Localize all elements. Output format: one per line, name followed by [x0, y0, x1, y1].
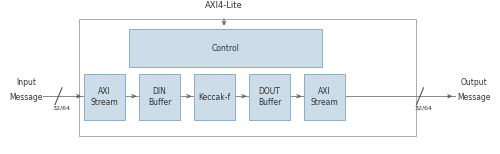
Text: AXI
Stream: AXI Stream — [310, 87, 338, 107]
Text: DIN
Buffer: DIN Buffer — [148, 87, 171, 107]
Text: AXI4-Lite: AXI4-Lite — [205, 1, 243, 10]
Bar — [139, 74, 180, 120]
Bar — [249, 74, 290, 120]
Bar — [84, 74, 125, 120]
Bar — [129, 29, 322, 67]
Text: 32/64: 32/64 — [414, 105, 432, 110]
Text: Keccak-f: Keccak-f — [198, 93, 230, 101]
Text: Output: Output — [460, 78, 487, 87]
Text: 32/64: 32/64 — [53, 105, 71, 110]
Text: Message: Message — [457, 93, 491, 102]
Text: Input: Input — [16, 78, 36, 87]
Text: Message: Message — [9, 93, 43, 102]
Bar — [79, 19, 416, 136]
Text: AXI
Stream: AXI Stream — [90, 87, 118, 107]
Text: Control: Control — [212, 44, 239, 53]
Bar — [304, 74, 345, 120]
Text: DOUT
Buffer: DOUT Buffer — [258, 87, 281, 107]
Bar — [194, 74, 235, 120]
